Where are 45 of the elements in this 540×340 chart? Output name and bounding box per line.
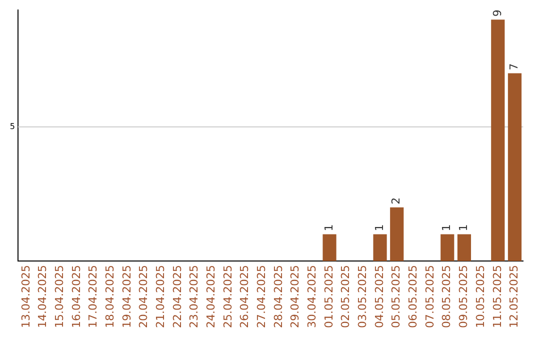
- x-tick-label: 05.05.2025: [390, 265, 403, 328]
- x-tick-label: 01.05.2025: [322, 265, 336, 328]
- bar: [440, 234, 454, 262]
- data-label: 1: [440, 224, 454, 232]
- x-tick-label: 29.04.2025: [288, 265, 302, 328]
- x-tick-label: 28.04.2025: [272, 265, 285, 328]
- x-tick-label: 16.04.2025: [70, 265, 83, 328]
- bar: [457, 234, 472, 262]
- data-label: 1: [372, 224, 386, 232]
- x-tick-label: 03.05.2025: [356, 265, 370, 328]
- x-tick-label: 15.04.2025: [52, 265, 66, 328]
- x-tick-label: 21.04.2025: [154, 265, 167, 328]
- x-tick-label: 14.04.2025: [36, 265, 50, 328]
- data-label: 2: [390, 197, 403, 204]
- data-label: 1: [322, 224, 336, 232]
- x-tick-label: 30.04.2025: [306, 265, 319, 328]
- bar: [508, 73, 522, 262]
- x-tick-label: 26.04.2025: [238, 265, 252, 328]
- data-label: 9: [490, 10, 504, 17]
- x-tick-label: 24.04.2025: [204, 265, 218, 328]
- x-tick-label: 07.05.2025: [423, 265, 436, 328]
- x-tick-label: 02.05.2025: [339, 265, 352, 328]
- x-tick-label: 09.05.2025: [457, 265, 470, 328]
- bar: [373, 234, 387, 262]
- bar: [322, 234, 336, 262]
- bar: [390, 207, 404, 262]
- ref-line-label: 5: [10, 122, 15, 132]
- x-tick-label: 22.04.2025: [170, 265, 184, 328]
- x-tick-label: 20.04.2025: [137, 265, 150, 328]
- x-tick-label: 25.04.2025: [221, 265, 234, 328]
- x-tick-label: 06.05.2025: [406, 265, 420, 328]
- x-tick-label: 11.05.2025: [490, 265, 504, 328]
- x-tick-label: 18.04.2025: [103, 265, 116, 328]
- x-tick-label: 13.04.2025: [19, 265, 32, 328]
- bar: [491, 20, 505, 262]
- x-tick-label: 27.04.2025: [255, 265, 268, 328]
- data-label: 7: [508, 63, 521, 70]
- x-tick-label: 23.04.2025: [188, 265, 201, 328]
- x-tick-label: 10.05.2025: [474, 265, 487, 328]
- data-label: 1: [457, 224, 470, 232]
- x-tick-label: 12.05.2025: [508, 265, 521, 328]
- x-tick-label: 17.04.2025: [86, 265, 100, 328]
- x-tick-label: 19.04.2025: [120, 265, 134, 328]
- x-tick-label: 04.05.2025: [372, 265, 386, 328]
- x-tick-label: 08.05.2025: [440, 265, 454, 328]
